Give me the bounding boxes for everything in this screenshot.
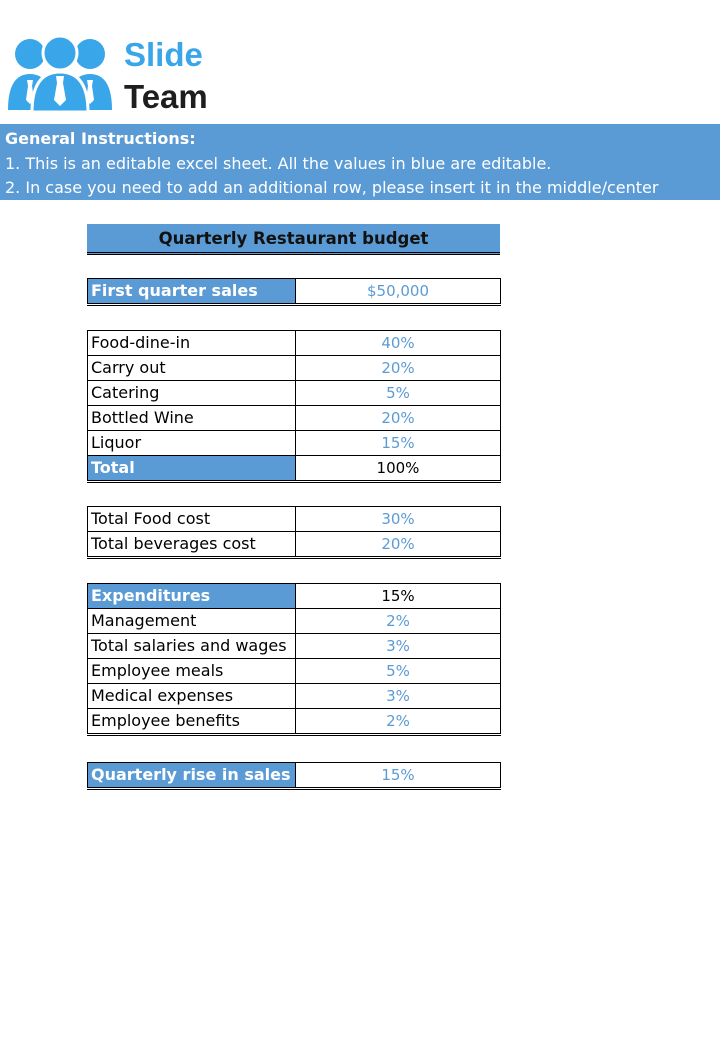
- sales-mix-value[interactable]: 20%: [295, 355, 501, 381]
- sales-mix-label: Catering: [87, 380, 296, 406]
- first-quarter-value[interactable]: $50,000: [295, 278, 501, 306]
- expenditures-value: 15%: [295, 583, 501, 609]
- quarterly-rise-label: Quarterly rise in sales: [87, 762, 296, 790]
- table-row: Total 100%: [87, 455, 501, 483]
- table-row: Employee benefits 2%: [87, 708, 501, 736]
- sales-mix-value[interactable]: 40%: [295, 330, 501, 356]
- expenditures-table: Expenditures 15% Management 2% Total sal…: [87, 583, 501, 736]
- table-row: Quarterly rise in sales 15%: [87, 762, 501, 790]
- table-row: Total Food cost 30%: [87, 506, 501, 532]
- table-row: Expenditures 15%: [87, 583, 501, 609]
- sales-total-label: Total: [87, 455, 296, 483]
- sales-mix-value[interactable]: 15%: [295, 430, 501, 456]
- sales-mix-value[interactable]: 5%: [295, 380, 501, 406]
- quarterly-rise-value[interactable]: 15%: [295, 762, 501, 790]
- expenditure-value[interactable]: 2%: [295, 608, 501, 634]
- sales-mix-value[interactable]: 20%: [295, 405, 501, 431]
- expenditures-label: Expenditures: [87, 583, 296, 609]
- sales-mix-label: Bottled Wine: [87, 405, 296, 431]
- expenditure-value[interactable]: 3%: [295, 633, 501, 659]
- first-quarter-label: First quarter sales: [87, 278, 296, 306]
- first-quarter-table: First quarter sales $50,000: [87, 278, 501, 306]
- expenditure-value[interactable]: 5%: [295, 658, 501, 684]
- expenditure-label: Management: [87, 608, 296, 634]
- instructions-title: General Instructions:: [5, 129, 196, 148]
- table-row: Catering 5%: [87, 380, 501, 406]
- costs-table: Total Food cost 30% Total beverages cost…: [87, 506, 501, 559]
- cost-label: Total beverages cost: [87, 531, 296, 559]
- expenditure-label: Employee meals: [87, 658, 296, 684]
- cost-value[interactable]: 20%: [295, 531, 501, 559]
- table-row: Bottled Wine 20%: [87, 405, 501, 431]
- cost-label: Total Food cost: [87, 506, 296, 532]
- expenditure-label: Employee benefits: [87, 708, 296, 736]
- table-row: Total salaries and wages 3%: [87, 633, 501, 659]
- table-row: Medical expenses 3%: [87, 683, 501, 709]
- table-row: First quarter sales $50,000: [87, 278, 501, 306]
- logo-word-slide: Slide: [124, 36, 203, 73]
- table-row: Food-dine-in 40%: [87, 330, 501, 356]
- table-row: Carry out 20%: [87, 355, 501, 381]
- sales-mix-label: Liquor: [87, 430, 296, 456]
- expenditure-value[interactable]: 3%: [295, 683, 501, 709]
- expenditure-label: Medical expenses: [87, 683, 296, 709]
- expenditure-value[interactable]: 2%: [295, 708, 501, 736]
- cost-value[interactable]: 30%: [295, 506, 501, 532]
- slideteam-logo: Slide Team: [6, 34, 226, 115]
- instructions-line-1: 1. This is an editable excel sheet. All …: [5, 153, 552, 173]
- table-row: Employee meals 5%: [87, 658, 501, 684]
- sales-total-value: 100%: [295, 455, 501, 483]
- table-row: Total beverages cost 20%: [87, 531, 501, 559]
- quarterly-rise-table: Quarterly rise in sales 15%: [87, 762, 501, 790]
- table-row: Liquor 15%: [87, 430, 501, 456]
- team-people-icon: [8, 36, 112, 112]
- table-row: Management 2%: [87, 608, 501, 634]
- expenditure-label: Total salaries and wages: [87, 633, 296, 659]
- budget-title: Quarterly Restaurant budget: [87, 224, 500, 255]
- sales-mix-label: Carry out: [87, 355, 296, 381]
- instructions-panel: General Instructions: 1. This is an edit…: [0, 124, 720, 200]
- sales-mix-label: Food-dine-in: [87, 330, 296, 356]
- logo-wordmark: Slide Team: [124, 34, 208, 118]
- logo-word-team: Team: [124, 78, 208, 115]
- instructions-line-2: 2. In case you need to add an additional…: [5, 178, 659, 197]
- sales-mix-table: Food-dine-in 40% Carry out 20% Catering …: [87, 330, 501, 483]
